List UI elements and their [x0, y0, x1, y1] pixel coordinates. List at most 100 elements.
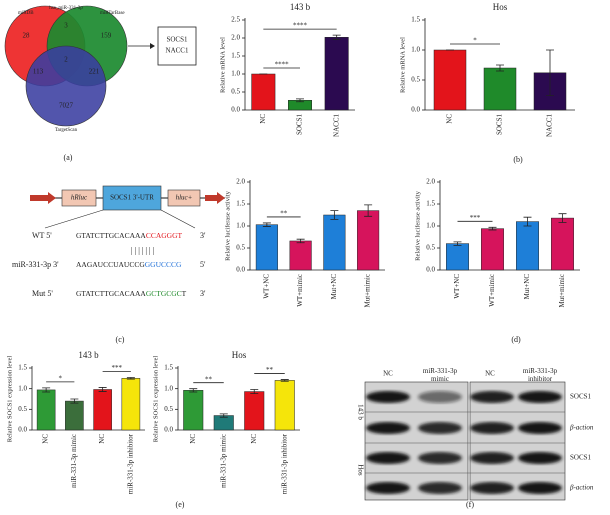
bar [357, 210, 380, 271]
x-tick-label: WT+mimic [296, 274, 304, 307]
venn-set: TargetScan [55, 128, 78, 133]
x-tick-label: miR-331-3p inhibitor [126, 433, 134, 494]
sig-label: ** [205, 375, 213, 383]
bar [93, 389, 112, 431]
venn-count: 3 [64, 22, 68, 30]
blot-column: NC [485, 370, 495, 378]
zoom-line [44, 209, 104, 229]
error-bar [523, 216, 532, 227]
y-tick-label: 1.5 [164, 364, 173, 372]
seq-part: GTATCTTGCACAAA [76, 289, 146, 298]
chart: 143 b Relative SOCS1 expression level 0.0 0… [6, 350, 145, 494]
bar [183, 390, 204, 431]
y-tick-label: 2.5 [231, 16, 240, 24]
x-tick-label: NACC1 [332, 114, 340, 137]
sig-label: * [473, 37, 477, 45]
band [518, 482, 562, 494]
venn-count: 113 [33, 68, 44, 76]
target: SOCS1 [166, 36, 188, 44]
band [470, 422, 514, 434]
seq-end: 3' [200, 231, 206, 240]
chart-title: 143 b [78, 350, 99, 360]
utr-label: SOCS1 3'-UTR [110, 194, 154, 202]
error-bar [546, 49, 554, 96]
error-bar [98, 387, 107, 392]
bar [289, 240, 312, 271]
blot-row: β-action [569, 424, 594, 432]
y-tick-label: 0.0 [236, 266, 245, 274]
bar [481, 228, 504, 271]
sig-label: *** [112, 364, 123, 372]
band [518, 391, 562, 403]
panel-label: (c) [116, 335, 125, 344]
chart-title: Hos [493, 2, 508, 12]
construct: hRluc SOCS1 3'-UTR hluc+ [30, 185, 225, 229]
chart-title: Hos [232, 350, 247, 360]
x-tick-label: SOCS1 [296, 114, 304, 136]
sequence: GTATCTTGCACAAACCAGGGT [76, 231, 182, 240]
chart: Hos Relative mRNA level 0.0 0.5 1.0 1.5 NC SOCS… [399, 2, 575, 137]
x-tick-label: SOCS1 [496, 114, 504, 136]
venn-count: 2 [64, 56, 68, 64]
chart: Relative luciferase activity 0.0 0.5 1.0 1.5… [414, 178, 580, 308]
sig-label: ** [280, 210, 288, 218]
bar [516, 221, 539, 271]
promoter-arrow [205, 192, 225, 204]
sig-label: **** [293, 22, 308, 30]
blot-column: miR-331-3p mimic [423, 367, 458, 383]
x-tick-label: Mut+mimic [558, 274, 566, 308]
y-tick-label: 1.0 [231, 70, 240, 78]
sig-label: * [59, 374, 63, 382]
error-bar [250, 389, 259, 395]
x-tick-label: Mut+mimic [364, 274, 372, 308]
zoom-line [160, 209, 196, 229]
y-tick-label: 0.0 [411, 106, 420, 114]
pairing: | | | | | | | [131, 246, 154, 255]
line: mimic [431, 375, 449, 383]
x-tick-label: miR-331-3p mimic [219, 434, 227, 488]
x-tick-label: miR-331-3p inhibitor [280, 433, 288, 494]
x-tick-label: WT+mimic [488, 274, 496, 307]
sig-label: *** [470, 214, 481, 222]
y-tick-label: 0.5 [411, 76, 420, 84]
x-tick-label: NC [259, 114, 267, 124]
seq-label: WT 5' [32, 231, 52, 240]
blot-column: NC [383, 370, 393, 378]
error-bar [296, 238, 305, 244]
bar [244, 391, 265, 431]
x-tick-label: NC [446, 114, 454, 124]
error-bar [42, 387, 51, 393]
sig-label: ** [266, 366, 274, 374]
seq-end: 3' [200, 289, 206, 298]
panel-label: (d) [511, 335, 521, 344]
y-axis-label: Relative luciferase activity [224, 190, 231, 260]
x-tick-label: NC [42, 434, 50, 444]
y-tick-label: 1.0 [411, 46, 420, 54]
blot-group: Hos [356, 464, 364, 476]
y-tick-label: 1.0 [236, 222, 245, 230]
x-tick-label: WT+NC [262, 274, 270, 299]
error-bar [330, 210, 339, 220]
chart: Hos Relative SOCS1 expression level 0.0 0.5… [152, 350, 300, 494]
panel-label: (f) [466, 500, 474, 509]
error-bar [280, 379, 289, 382]
chart-title: 143 b [290, 2, 311, 12]
blot-row: β-action [569, 484, 594, 492]
target: NACC1 [166, 47, 189, 55]
sequences: WT 5' GTATCTTGCACAAACCAGGGT 3' | | | | |… [12, 231, 206, 298]
error-bar [126, 377, 135, 380]
y-axis-label: Relative mRNA level [399, 37, 406, 93]
y-tick-label: 0.5 [231, 88, 240, 96]
bar [121, 378, 141, 431]
bar [36, 389, 56, 431]
venn-set: hsa_miR-331-3p [49, 6, 83, 11]
band [518, 452, 562, 464]
venn-count: 7027 [59, 102, 74, 110]
y-axis-label: Relative luciferase activity [414, 190, 421, 260]
x-tick-label: Mut+NC [523, 274, 531, 300]
band [518, 422, 562, 434]
line: inhibitor [528, 375, 553, 383]
venn-count: 159 [101, 32, 112, 40]
bar [251, 73, 276, 111]
error-bar [453, 241, 462, 246]
